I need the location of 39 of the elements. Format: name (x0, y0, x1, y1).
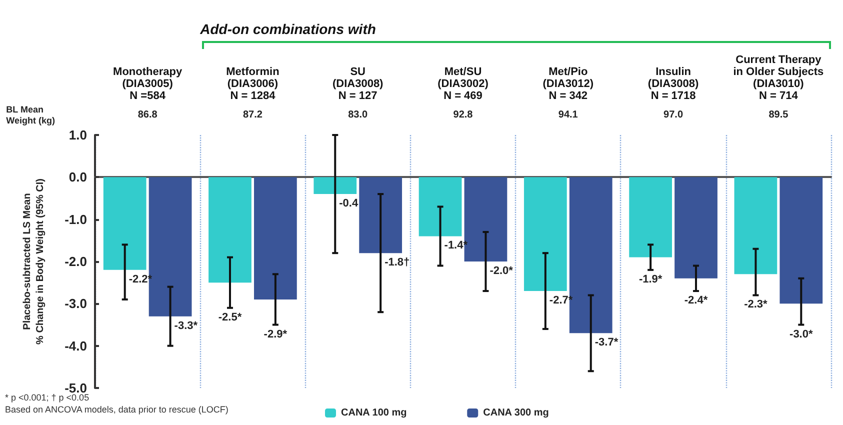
data-label: -2.3* (744, 298, 768, 311)
y-tick-label: -3.0 (64, 296, 87, 312)
legend-label: CANA 100 mg (341, 408, 407, 418)
y-tick-label: -4.0 (64, 338, 87, 354)
x-tick-label: Met/Pio (DIA3012) N = 342 (542, 66, 594, 102)
data-label: -2.0* (490, 265, 514, 277)
x-tick-label: Met/SU (DIA3002) N = 469 (438, 66, 489, 102)
text: 87.2 (242, 110, 263, 120)
x-tick-label: Current Therapy in Older Subjects (DIA3010) N = 714 (733, 54, 824, 102)
text: * p <0.001; † p <0.05 (5, 392, 90, 402)
x-tick-label: SU (DIA3008) N = 127 (332, 66, 384, 102)
y-axis-title: Placebo-subtracted LS Mean % Change in Body Weight (95% CI) (22, 178, 46, 344)
y-tick-label: -5.0 (64, 380, 87, 396)
text: 89.5 (768, 110, 789, 120)
text: 94.1 (558, 110, 578, 120)
y-tick-label: -1.0 (64, 212, 87, 227)
y-tick-label: -2.0 (64, 254, 87, 269)
data-label: -2.5* (218, 311, 242, 324)
text: 92.8 (453, 110, 474, 120)
text: 97.0 (664, 110, 684, 120)
text: Based on ANCOVA models, data prior to rescue (LOCF) (5, 404, 228, 414)
data-label: -3.0* (790, 328, 814, 340)
text: 86.8 (138, 110, 158, 120)
y-tick-label: 1.0 (68, 128, 87, 142)
text: 83.0 (348, 110, 368, 120)
text: Add-on combinations with (199, 21, 376, 37)
y-tick-label: 0.0 (68, 170, 87, 185)
x-tick-label: Metformin (DIA3006) N = 1284 (226, 66, 280, 102)
data-label: -1.9* (638, 273, 663, 286)
data-label: -3.7* (594, 336, 619, 349)
legend-label: CANA 300 mg (483, 408, 549, 418)
data-label: -2.4* (684, 294, 708, 307)
data-label: -3.3* (174, 320, 198, 332)
data-label: -0.4 (339, 198, 359, 210)
data-label: -1.8† (384, 256, 410, 269)
x-tick-label: Monotherapy (DIA3005) N =584 (113, 66, 183, 102)
text: BL Mean Weight (kg) (6, 104, 56, 126)
data-label: -2.9* (264, 328, 288, 340)
x-tick-label: Insulin (DIA3008) N = 1718 (648, 66, 699, 102)
